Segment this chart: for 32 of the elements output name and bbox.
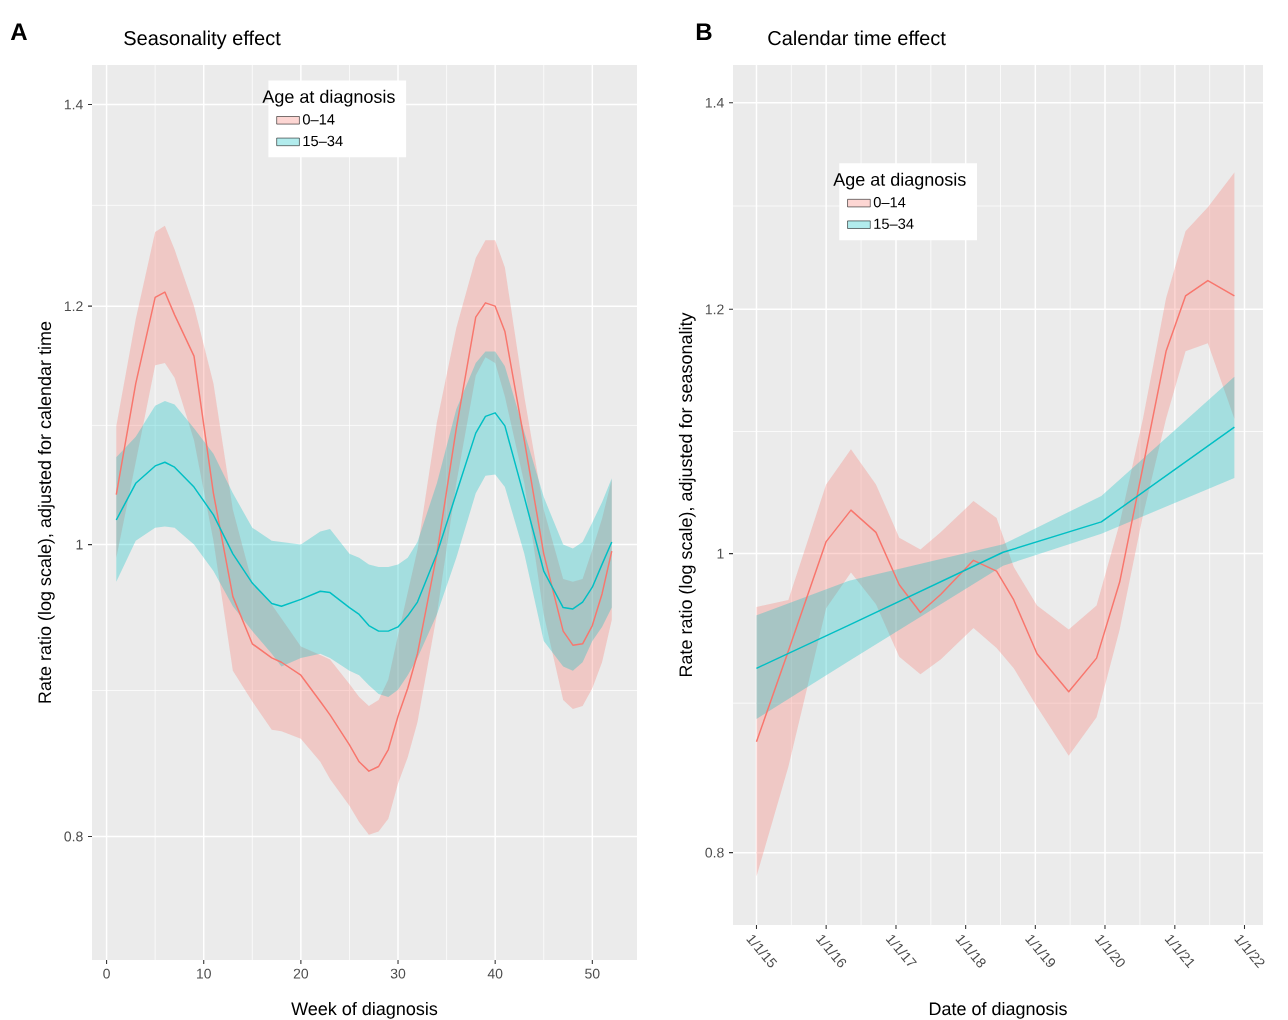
text: B: [696, 23, 712, 40]
x-axis-title: Date of diagnosis: [929, 1001, 1067, 1019]
x-tick-label: 10: [197, 968, 211, 979]
y-tick-label: 1.4: [64, 99, 83, 110]
legend-label: 0–14: [873, 197, 906, 208]
x-tick-label: 30: [390, 968, 406, 979]
x-axis-title: Week of diagnosis: [291, 1001, 438, 1019]
line-series: [755, 426, 1236, 670]
y-tick-label: 0.8: [705, 847, 724, 858]
y-axis-title: Rate ratio (log scale), adjusted for calendar time: [37, 321, 55, 703]
y-tick-label: 1: [717, 548, 724, 559]
text: A: [10, 23, 27, 40]
line-series: [755, 279, 1236, 743]
x-tick-label: 50: [585, 968, 600, 979]
y-tick-label: 1: [76, 539, 83, 550]
line-series: [115, 291, 613, 772]
chart-title: Calendar time effect: [768, 30, 946, 46]
y-tick-label: 1.2: [64, 301, 83, 312]
y-axis-title: Rate ratio (log scale), adjusted for seasonality: [678, 312, 696, 677]
line-series: [115, 412, 613, 632]
legend-label: 15–34: [303, 135, 343, 147]
y-tick-label: 0.8: [64, 831, 83, 842]
y-tick-label: 1.4: [705, 97, 724, 108]
x-tick-label: 0: [103, 968, 110, 979]
x-tick-label: 20: [293, 968, 309, 979]
x-tick-label: 40: [487, 968, 503, 979]
chart-title: Seasonality effect: [124, 30, 281, 50]
legend-title: Age at diagnosis: [833, 172, 966, 190]
legend-label: 15–34: [874, 218, 914, 229]
y-tick-label: 1.2: [705, 304, 724, 315]
legend-title: Age at diagnosis: [262, 89, 395, 107]
legend-label: 0–14: [302, 114, 335, 125]
